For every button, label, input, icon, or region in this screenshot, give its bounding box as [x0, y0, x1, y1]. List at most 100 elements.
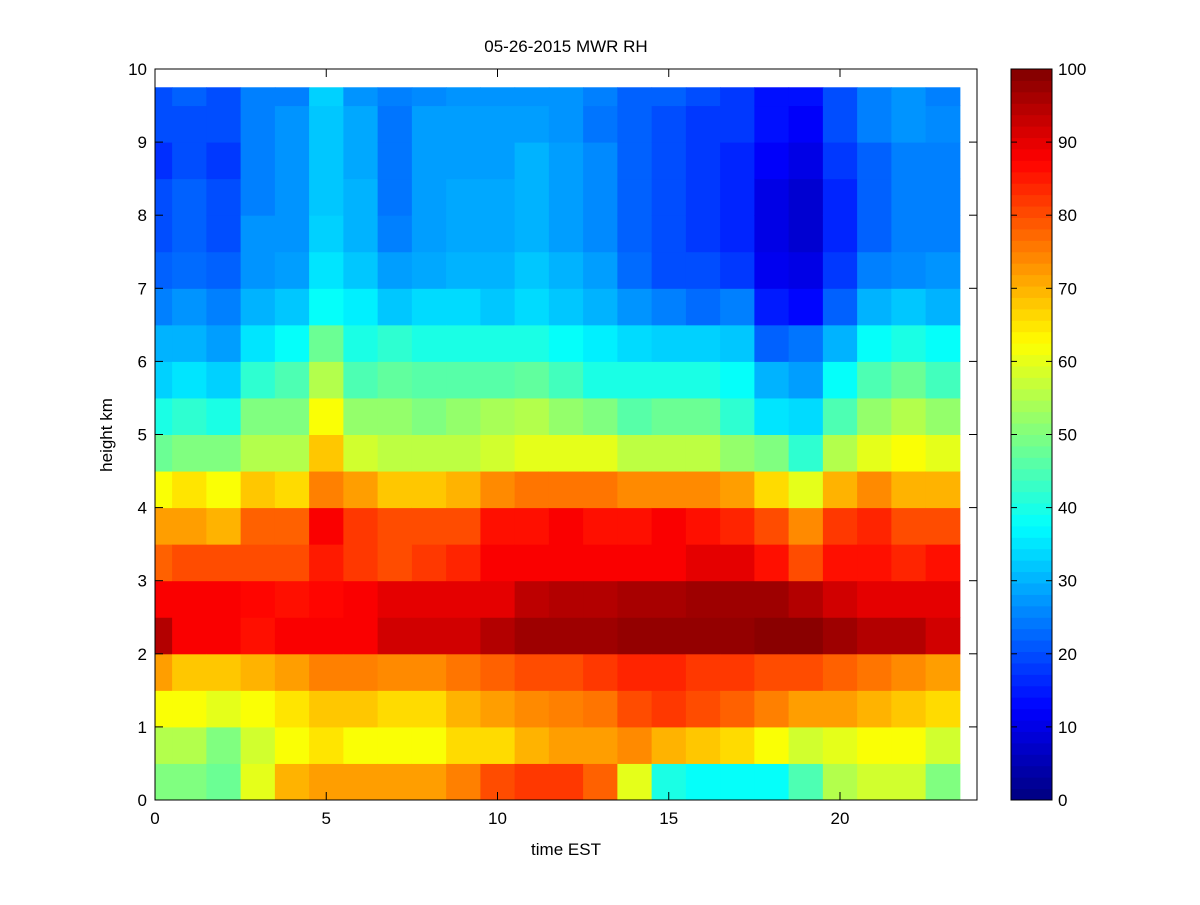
heatmap-cell [172, 251, 207, 289]
heatmap-cell [891, 87, 927, 107]
heatmap-cell [788, 580, 824, 618]
heatmap-cell [548, 617, 584, 655]
heatmap-cell [240, 653, 276, 691]
heatmap-cell [617, 288, 653, 326]
heatmap-cell [891, 397, 927, 435]
heatmap-cell [583, 544, 618, 582]
heatmap-cell [651, 251, 687, 289]
heatmap-cell [617, 397, 653, 435]
heatmap-cell [377, 251, 413, 289]
heatmap-cell [172, 580, 207, 618]
colorbar-tick-label: 10 [1058, 718, 1077, 737]
heatmap-cell [343, 324, 379, 362]
heatmap-cell [925, 726, 961, 764]
heatmap-cell [240, 580, 276, 618]
heatmap-cell [548, 215, 584, 253]
heatmap-cell [206, 105, 242, 143]
x-tick-label: 0 [150, 809, 159, 828]
heatmap-cell [206, 617, 242, 655]
colorbar-swatch [1011, 514, 1052, 527]
heatmap-cell [685, 580, 721, 618]
heatmap-cell [685, 215, 721, 253]
heatmap-cell [651, 142, 687, 180]
colorbar-swatch [1011, 720, 1052, 732]
heatmap-cell [514, 288, 550, 326]
colorbar-swatch [1011, 331, 1052, 344]
heatmap-cell [206, 397, 242, 435]
heatmap-cell [720, 580, 755, 618]
heatmap-cell [480, 361, 516, 399]
heatmap-cell [274, 251, 310, 289]
heatmap-cell [925, 690, 961, 728]
y-tick-label: 7 [138, 279, 147, 298]
heatmap-cell [822, 397, 858, 435]
colorbar-swatch [1011, 445, 1052, 458]
heatmap-cell [925, 763, 961, 801]
colorbar-swatch [1011, 503, 1052, 515]
heatmap-cell [155, 324, 173, 362]
colorbar-swatch [1011, 228, 1052, 241]
heatmap-cell [309, 507, 344, 545]
heatmap-cell [514, 215, 550, 253]
colorbar-tick-label: 30 [1058, 572, 1077, 591]
heatmap-cell [206, 324, 242, 362]
colorbar-swatch [1011, 491, 1052, 504]
heatmap-cell [788, 726, 824, 764]
heatmap-cell [583, 87, 618, 107]
heatmap-cell [514, 690, 550, 728]
colorbar-tick-label: 60 [1058, 352, 1077, 371]
heatmap-cell [720, 324, 755, 362]
heatmap-cell [720, 87, 755, 107]
heatmap-cell [480, 690, 516, 728]
heatmap-cell [685, 471, 721, 509]
heatmap-cell [411, 288, 447, 326]
heatmap-cell [891, 690, 927, 728]
heatmap-cell [685, 251, 721, 289]
heatmap-cell [514, 87, 550, 107]
heatmap-cell [343, 215, 379, 253]
heatmap-cell [754, 544, 790, 582]
heatmap-cell [480, 397, 516, 435]
heatmap-cell [548, 690, 584, 728]
heatmap-cell [754, 87, 790, 107]
colorbar-swatch [1011, 308, 1052, 321]
heatmap-cell [891, 471, 927, 509]
heatmap-cell [720, 105, 755, 143]
heatmap-cell [274, 507, 310, 545]
heatmap-cell [377, 324, 413, 362]
heatmap-cell [720, 544, 755, 582]
heatmap-cell [172, 763, 207, 801]
heatmap-cell [548, 726, 584, 764]
heatmap-cell [617, 471, 653, 509]
heatmap-cell [548, 653, 584, 691]
heatmap-cell [240, 215, 276, 253]
heatmap-cell [514, 142, 550, 180]
colorbar-swatch [1011, 434, 1052, 447]
heatmap-cell [206, 690, 242, 728]
heatmap-cell [651, 580, 687, 618]
heatmap-cell [754, 471, 790, 509]
heatmap-cell [822, 251, 858, 289]
y-axis-label: height km [97, 398, 116, 472]
heatmap-cell [754, 726, 790, 764]
heatmap-cell [720, 507, 755, 545]
heatmap-cell [309, 726, 344, 764]
heatmap-cell [822, 471, 858, 509]
colorbar-swatch [1011, 286, 1052, 298]
colorbar-swatch [1011, 80, 1052, 93]
heatmap-cell [480, 507, 516, 545]
heatmap-cell [583, 251, 618, 289]
heatmap-cell [788, 507, 824, 545]
colorbar-swatch [1011, 525, 1052, 538]
heatmap-cell [514, 434, 550, 472]
heatmap-cell [788, 690, 824, 728]
heatmap-cell [857, 434, 892, 472]
heatmap-cell [583, 142, 618, 180]
heatmap-cell [480, 215, 516, 253]
heatmap-cell [206, 434, 242, 472]
heatmap-cell [206, 251, 242, 289]
colorbar-swatch [1011, 126, 1052, 139]
colorbar-swatch [1011, 343, 1052, 356]
heatmap-cell [411, 361, 447, 399]
heatmap-cell [822, 690, 858, 728]
